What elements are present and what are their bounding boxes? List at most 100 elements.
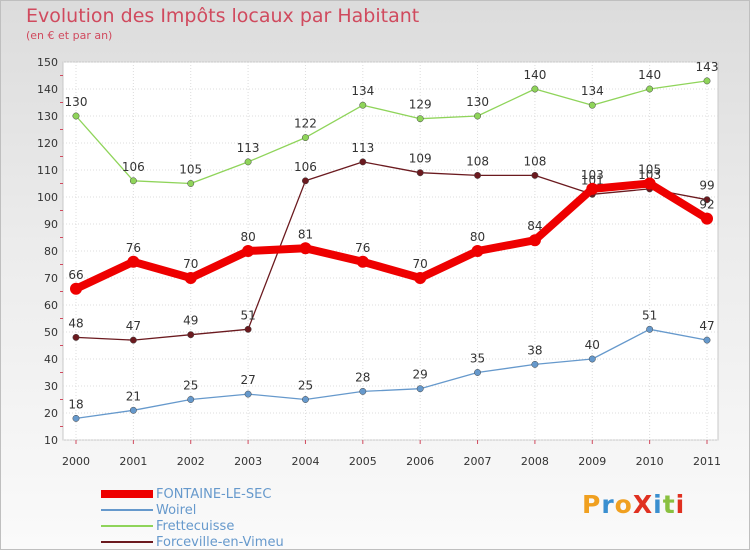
data-label: 113 xyxy=(351,141,374,155)
data-label: 130 xyxy=(65,95,88,109)
data-label: 76 xyxy=(126,241,141,255)
y-tick-label: 110 xyxy=(37,164,58,177)
y-tick-label: 30 xyxy=(44,380,58,393)
data-label: 106 xyxy=(294,160,317,174)
data-label: 47 xyxy=(126,319,141,333)
data-point xyxy=(414,272,427,284)
y-tick-label: 40 xyxy=(44,353,58,366)
data-point xyxy=(356,255,369,268)
data-point xyxy=(244,158,252,166)
data-point xyxy=(129,336,137,344)
data-point xyxy=(416,115,424,123)
legend-label: Frettecuisse xyxy=(156,519,235,534)
y-tick-label: 70 xyxy=(44,272,58,285)
data-point xyxy=(416,385,424,393)
chart-title: Evolution des Impôts locaux par Habitant xyxy=(26,5,420,27)
data-point xyxy=(187,180,195,187)
data-point xyxy=(302,396,309,403)
data-label: 81 xyxy=(298,227,313,241)
data-label: 27 xyxy=(240,373,255,387)
data-label: 51 xyxy=(240,308,255,322)
data-point xyxy=(72,112,80,120)
data-point xyxy=(588,101,596,109)
y-tick-label: 20 xyxy=(44,407,58,420)
data-label: 70 xyxy=(183,257,198,271)
logo-letter: i xyxy=(675,490,686,519)
data-label: 103 xyxy=(581,168,604,182)
data-point xyxy=(299,242,312,255)
legend-swatch xyxy=(101,525,153,527)
data-point xyxy=(586,182,599,195)
data-point xyxy=(129,406,137,414)
data-point xyxy=(416,169,424,177)
data-label: 47 xyxy=(699,319,714,333)
y-tick-label: 80 xyxy=(44,245,58,258)
data-label: 129 xyxy=(409,98,432,112)
data-label: 18 xyxy=(68,397,83,411)
chart-subtitle: (en € et par an) xyxy=(26,29,113,42)
data-label: 35 xyxy=(470,352,485,366)
x-tick-label: 2006 xyxy=(406,455,434,468)
series-line xyxy=(75,161,708,341)
y-tick-label: 10 xyxy=(44,434,58,447)
data-point xyxy=(474,369,481,376)
data-label: 48 xyxy=(68,316,83,330)
logo-letter: t xyxy=(662,490,676,519)
legend-label: Woirel xyxy=(156,503,197,518)
data-point xyxy=(531,360,539,368)
series-line xyxy=(75,328,708,420)
data-point xyxy=(359,387,367,395)
legend-label: Forceville-en-Vimeu xyxy=(156,535,284,550)
legend-label: FONTAINE-LE-SEC xyxy=(156,487,272,502)
data-label: 122 xyxy=(294,117,317,131)
data-label: 140 xyxy=(638,68,661,82)
data-point xyxy=(528,234,541,247)
logo-letter: o xyxy=(614,490,633,519)
data-label: 99 xyxy=(699,179,714,193)
data-point xyxy=(127,255,140,268)
data-point xyxy=(72,414,80,422)
data-point xyxy=(242,245,255,257)
data-point xyxy=(531,85,539,93)
data-label: 29 xyxy=(413,368,428,382)
data-label: 28 xyxy=(355,370,370,384)
y-tick-label: 100 xyxy=(37,191,58,204)
data-point xyxy=(302,134,309,142)
x-tick-label: 2011 xyxy=(693,455,721,468)
data-point xyxy=(359,158,367,166)
data-label: 103 xyxy=(638,168,661,182)
data-label: 40 xyxy=(585,338,600,352)
y-tick-label: 130 xyxy=(37,110,58,123)
y-tick-label: 50 xyxy=(44,326,58,339)
data-point xyxy=(244,325,252,333)
legend-swatch xyxy=(101,509,153,511)
logo-letter: X xyxy=(632,490,654,519)
data-label: 140 xyxy=(523,68,546,82)
data-label: 38 xyxy=(527,343,542,357)
data-point xyxy=(302,177,309,185)
data-label: 105 xyxy=(179,163,202,177)
data-point xyxy=(70,282,82,295)
data-point xyxy=(244,390,252,398)
data-label: 108 xyxy=(466,154,489,168)
x-tick-label: 2008 xyxy=(521,455,549,468)
data-label: 21 xyxy=(126,389,141,403)
x-tick-label: 2004 xyxy=(291,455,319,468)
data-label: 134 xyxy=(581,84,604,98)
legend-swatch xyxy=(101,541,153,543)
legend-swatch xyxy=(101,490,153,498)
x-tick-label: 2000 xyxy=(62,455,90,468)
data-point xyxy=(701,212,713,225)
data-label: 76 xyxy=(355,241,370,255)
data-label: 143 xyxy=(696,60,719,74)
data-label: 101 xyxy=(581,173,604,187)
series-line xyxy=(75,80,708,185)
data-point xyxy=(531,171,539,179)
y-tick-label: 120 xyxy=(37,137,58,150)
y-tick-label: 150 xyxy=(37,56,58,69)
x-tick-label: 2003 xyxy=(234,455,262,468)
data-label: 109 xyxy=(409,152,432,166)
data-label: 49 xyxy=(183,314,198,328)
data-label: 80 xyxy=(470,230,485,244)
